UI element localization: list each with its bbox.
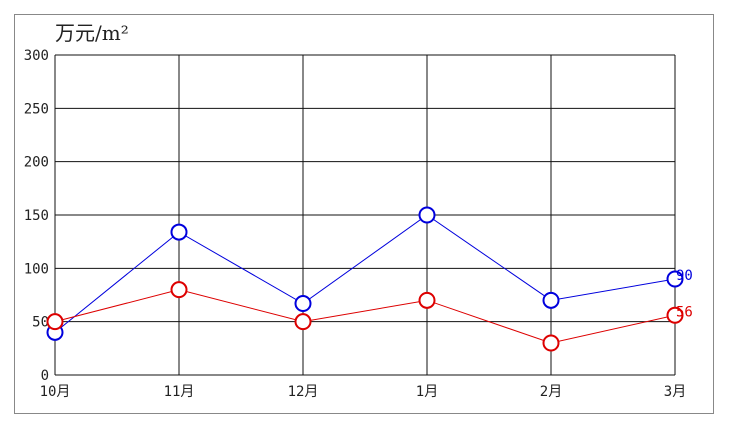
x-tick-label: 2月 [540, 384, 562, 400]
chart-frame [14, 14, 714, 414]
data-point [666, 306, 684, 324]
data-point [418, 206, 436, 224]
data-point [542, 291, 560, 309]
x-tick-label: 3月 [664, 384, 686, 400]
data-point [294, 313, 312, 331]
series-line [54, 214, 676, 333]
data-point [170, 281, 188, 299]
data-point [170, 223, 188, 241]
unit-label: 万元/m² [55, 21, 129, 45]
end-value-label: 90 [676, 268, 693, 284]
data-point [294, 295, 312, 313]
data-point [666, 270, 684, 288]
y-tick-label: 0 [41, 368, 49, 384]
y-tick-label: 200 [24, 155, 49, 171]
series-line [54, 289, 676, 344]
data-point [46, 313, 64, 331]
y-tick-label: 100 [24, 261, 49, 277]
y-tick-label: 300 [24, 48, 49, 64]
x-tick-label: 11月 [164, 384, 195, 400]
end-value-label: 56 [676, 304, 693, 320]
y-tick-label: 50 [32, 315, 49, 331]
data-point [542, 334, 560, 352]
x-tick-label: 1月 [416, 384, 438, 400]
x-tick-label: 10月 [40, 384, 71, 400]
y-tick-label: 250 [24, 101, 49, 117]
data-point [418, 291, 436, 309]
y-tick-label: 150 [24, 208, 49, 224]
x-tick-label: 12月 [288, 384, 319, 400]
